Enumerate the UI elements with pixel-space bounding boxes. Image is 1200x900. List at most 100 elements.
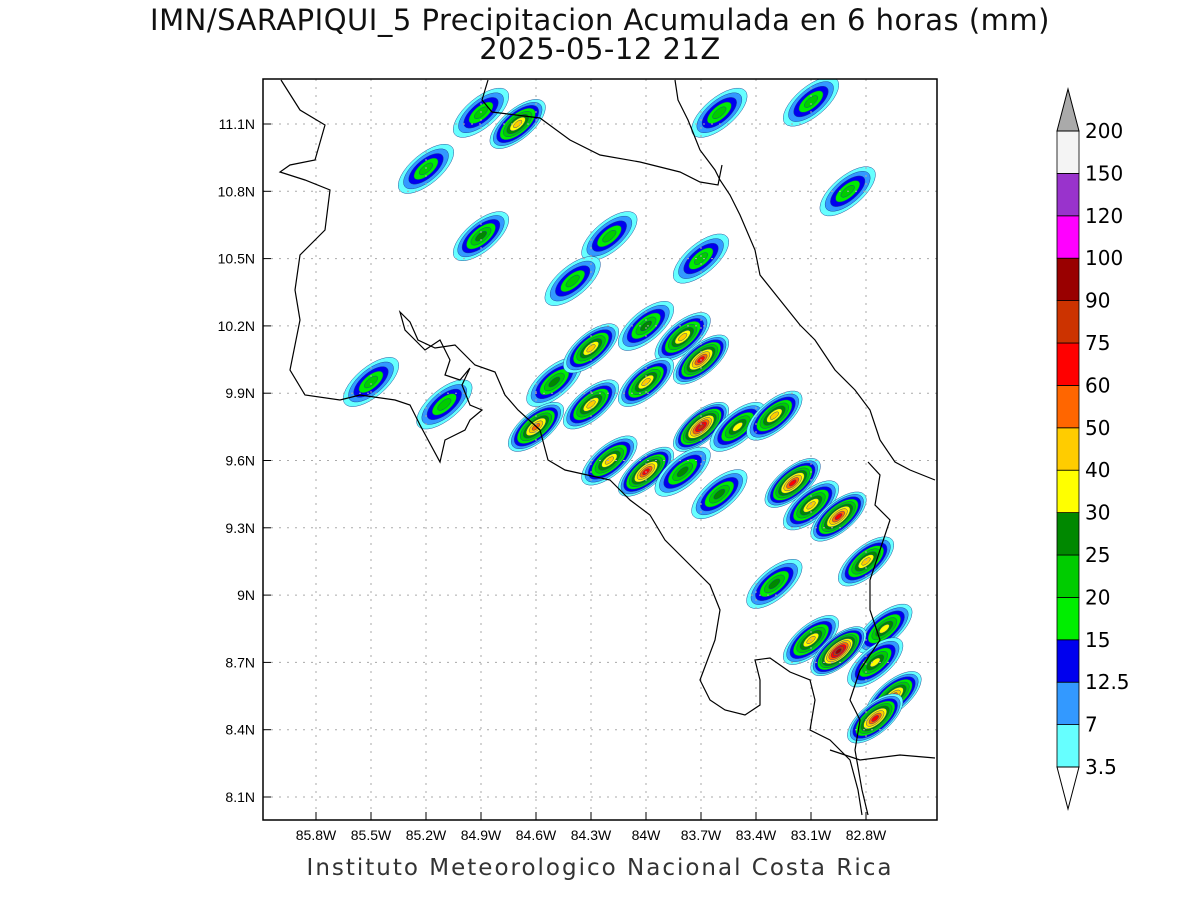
- colorbar-label: 15: [1085, 628, 1110, 652]
- colorbar-label: 12.5: [1085, 670, 1130, 694]
- caribbean-coastline: [674, 79, 936, 481]
- colorbar-segment: [1056, 257, 1080, 302]
- precip-cell: [691, 469, 748, 520]
- precip-contour: [548, 376, 561, 388]
- precip-cell: [544, 256, 601, 306]
- colorbar-segment: [1056, 384, 1080, 429]
- map-timestamp: 2025-05-12 21Z: [479, 32, 721, 66]
- precip-cell: [618, 301, 674, 351]
- lon-tick-label: 84.6W: [516, 827, 557, 843]
- colorbar-segment: [1056, 342, 1080, 386]
- colorbar-segment: [1056, 172, 1080, 217]
- colorbar-label: 60: [1085, 373, 1110, 397]
- footer-credit: Instituto Meteorologico Nacional Costa R…: [306, 855, 894, 881]
- lon-tick-label: 83.7W: [681, 827, 722, 843]
- precip-cell: [563, 323, 619, 374]
- precip-contour: [513, 119, 523, 129]
- map-title: IMN/SARAPIQUI_5 Precipitacion Acumulada …: [150, 3, 1050, 37]
- colorbar-segment: [1056, 724, 1080, 768]
- colorbar-segment: [1056, 469, 1080, 514]
- lon-tick-label: 84.9W: [461, 827, 502, 843]
- precip-contour: [834, 513, 843, 520]
- colorbar-segment: [1056, 512, 1080, 556]
- lat-tick-label: 9N: [237, 587, 255, 603]
- precip-contour: [694, 252, 708, 265]
- precip-cell: [654, 312, 711, 363]
- precip-cell: [673, 401, 729, 452]
- precip-contour: [586, 344, 596, 353]
- pacific-coastline: [278, 79, 863, 816]
- precip-cell: [847, 693, 904, 744]
- precip-contour: [437, 398, 452, 411]
- colorbar-label: 3.5: [1085, 755, 1117, 779]
- lat-tick-label: 8.7N: [225, 654, 255, 670]
- lon-tick-label: 83.1W: [791, 827, 832, 843]
- precip-contour: [475, 230, 487, 242]
- colorbar-segment: [1056, 639, 1080, 683]
- precip-contour: [678, 333, 688, 342]
- precip-contour: [586, 400, 596, 409]
- colorbar-label: 75: [1085, 331, 1110, 355]
- precip-contour: [565, 274, 580, 288]
- lon-tick-label: 84W: [632, 827, 662, 843]
- precip-contour: [676, 466, 689, 478]
- coastline: [278, 79, 936, 816]
- lon-tick-label: 85.2W: [406, 827, 447, 843]
- precip-cell: [810, 491, 867, 542]
- precip-cell: [581, 211, 638, 262]
- lat-tick-label: 8.1N: [225, 789, 255, 805]
- lat-tick-label: 8.4N: [225, 722, 255, 738]
- colorbar: 3.5 7 12.5 15 20 25 30 40 50 60 75 90 100 120 150 200: [1056, 87, 1130, 811]
- precip-contour: [604, 456, 614, 465]
- lon-tick-label: 85.8W: [296, 827, 337, 843]
- precip-cell: [764, 458, 821, 508]
- precip-contour: [835, 648, 842, 655]
- colorbar-label: 50: [1085, 416, 1110, 440]
- lon-tick-label: 85.5W: [351, 827, 392, 843]
- precip-contour: [804, 95, 818, 108]
- lon-tick-label: 82.8W: [846, 827, 887, 843]
- precip-cell: [709, 401, 766, 452]
- precip-contour: [869, 657, 881, 668]
- precip-cell: [691, 87, 748, 138]
- lat-tick-label: 9.9N: [225, 385, 255, 401]
- colorbar-segment: [1056, 681, 1080, 726]
- precip-cell: [581, 435, 638, 486]
- colorbar-label: 200: [1085, 119, 1123, 143]
- precip-cell: [746, 390, 803, 441]
- colorbar-segment: [1056, 300, 1080, 344]
- colorbar-segment: [1056, 427, 1080, 471]
- precip-field: [343, 79, 922, 744]
- colorbar-label: 7: [1085, 713, 1098, 737]
- precip-cell: [810, 626, 867, 677]
- precip-contour: [768, 578, 781, 590]
- precip-contour: [861, 557, 871, 566]
- lat-tick-label: 9.6N: [225, 453, 255, 469]
- colorbar-segment: [1056, 130, 1080, 174]
- precip-cell: [856, 603, 913, 654]
- precip-cell: [783, 480, 839, 531]
- colorbar-label: 20: [1085, 585, 1110, 609]
- colorbar-label: 120: [1085, 204, 1123, 228]
- panama-coast: [829, 749, 936, 761]
- nicaragua-border: [481, 79, 723, 186]
- lon-tick-label: 84.3W: [571, 827, 612, 843]
- precip-contour: [364, 375, 378, 389]
- lat-tick-label: 10.2N: [218, 318, 255, 334]
- precip-contour: [641, 377, 651, 387]
- map-frame: [262, 78, 938, 821]
- precip-cell: [489, 99, 546, 149]
- precip-cell: [783, 79, 839, 127]
- colorbar-bottom-arrow: [1056, 766, 1080, 811]
- colorbar-top-arrow: [1056, 87, 1080, 132]
- precip-cell: [416, 379, 473, 430]
- precip-contour: [713, 488, 726, 500]
- colorbar-segment: [1056, 215, 1080, 259]
- colorbar-label: 150: [1085, 161, 1123, 185]
- precip-cell: [847, 637, 904, 688]
- lon-tick-label: 83.4W: [736, 827, 777, 843]
- precip-contour: [788, 479, 797, 487]
- precip-cell: [618, 357, 674, 407]
- lat-tick-label: 10.8N: [218, 183, 255, 199]
